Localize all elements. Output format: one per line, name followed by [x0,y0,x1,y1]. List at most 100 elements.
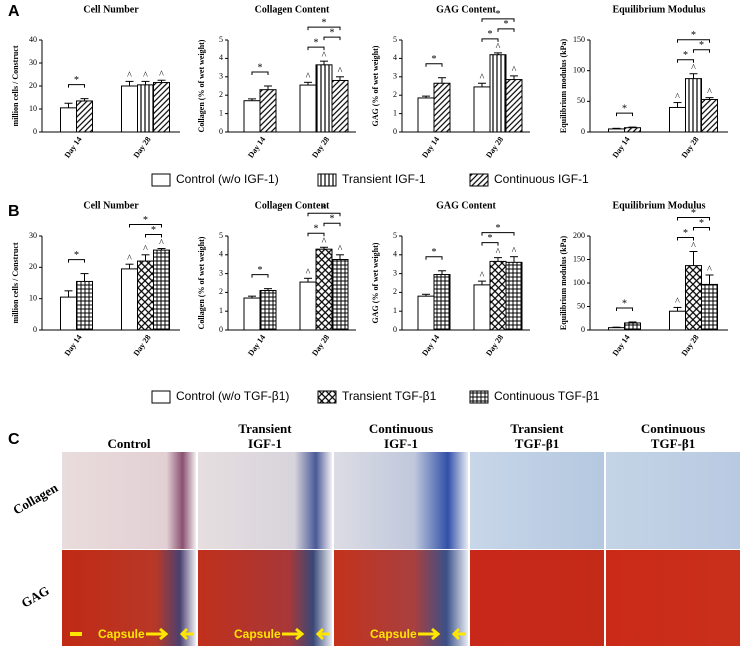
y-tick-label: 10 [29,293,37,302]
significance-mark: ^ [691,241,696,252]
y-tick-label: 1 [393,306,397,315]
y-tick-label: 0 [33,127,37,136]
bar [60,107,77,133]
y-tick-label: 0 [581,325,585,334]
bar [76,100,93,133]
bracket-label: * [691,208,696,219]
y-tick-label: 20 [29,262,37,271]
histology-image [606,550,740,646]
significance-bracket [425,63,443,67]
significance-mark: ^ [480,270,485,281]
bracket-label: * [496,9,501,20]
y-tick-label: 1 [393,108,397,117]
column-header: Control [107,436,150,451]
y-axis-label: Collagen (% of wet weight) [197,236,206,329]
y-tick-label: 0 [219,127,223,136]
chart: Cell Number million cells / Construct 0 10 2… [11,4,180,160]
bar [489,260,507,331]
bracket-label: * [622,103,627,114]
y-tick-label: 40 [29,35,37,44]
x-tick-label: Day 28 [484,333,505,358]
significance-mark: ^ [306,268,311,279]
histology-image [470,452,604,549]
bar [608,128,625,133]
significance-bracket [677,237,694,241]
histology-images [62,452,740,646]
significance-bracket [481,242,499,246]
bracket-label: * [504,19,509,30]
x-tick-label: Day 28 [680,135,701,160]
y-tick-label: 2 [393,287,397,296]
significance-bracket [307,232,325,237]
panel-label: B [8,203,20,220]
x-tick-label: Day 14 [420,135,441,160]
y-tick-label: 5 [219,231,223,240]
y-tick-label: 100 [573,65,585,74]
legend-swatch [469,390,489,404]
bar [701,283,718,331]
arrow [146,627,169,641]
bracket-label: * [322,17,327,28]
bracket-label: * [330,214,335,225]
y-tick-label: 5 [393,231,397,240]
significance-mark: ^ [496,42,501,53]
bracket-label: * [488,233,493,244]
bracket-label: * [322,204,327,215]
bracket-label: * [699,40,704,51]
bar [701,98,718,133]
significance-mark: ^ [143,244,148,255]
column-header: TGF-β1 [651,436,695,451]
column-header: IGF-1 [248,436,282,451]
significance-mark: ^ [306,72,311,83]
histology-image [198,452,332,549]
significance-bracket [307,46,325,51]
significance-bracket [693,227,710,231]
bracket-label: * [683,228,688,239]
bar [153,249,170,331]
significance-bracket [481,38,499,42]
bar [489,54,507,133]
chart: GAG Content GAG (% of wet weight) 0 1 2 3 4 5 Da… [371,4,530,160]
y-tick-label: 1 [219,108,223,117]
bar [259,89,277,133]
significance-bracket [251,71,269,75]
significance-mark: ^ [159,70,164,81]
bar [433,274,451,331]
bracket-label: * [74,250,79,261]
y-axis-label: GAG (% of wet weight) [371,45,380,126]
y-tick-label: 5 [219,35,223,44]
bracket-label: * [488,29,493,40]
y-tick-label: 0 [33,325,37,334]
significance-mark: ^ [127,71,132,82]
bar [60,296,77,331]
significance-mark: ^ [159,238,164,249]
x-tick-label: Day 28 [132,135,153,160]
bar [624,322,641,331]
bracket-label: * [496,223,501,234]
significance-bracket [616,307,633,312]
y-tick-label: 1 [219,306,223,315]
y-tick-label: 3 [219,72,223,81]
x-tick-label: Day 14 [63,135,84,160]
legend-label: Continuous IGF-1 [494,172,589,186]
y-tick-label: 200 [573,231,585,240]
arrow [179,627,194,641]
y-tick-label: 100 [573,278,585,287]
y-tick-label: 4 [393,53,397,62]
histology-image [62,550,196,646]
y-tick-label: 50 [577,301,585,310]
bracket-label: * [622,298,627,309]
legend-label: Continuous TGF-β1 [494,389,600,403]
significance-bracket [251,274,269,278]
panel-label: A [8,3,20,20]
column-header: TGF-β1 [515,436,559,451]
y-tick-label: 0 [581,127,585,136]
y-tick-label: 30 [29,231,37,240]
significance-mark: ^ [322,50,327,61]
legend-swatch [469,173,489,187]
legend-label: Transient TGF-β1 [342,389,437,403]
y-axis-label: Collagen (% of wet weight) [197,39,206,132]
bracket-label: * [143,215,148,226]
significance-mark: ^ [707,264,712,275]
bracket-label: * [151,225,156,236]
